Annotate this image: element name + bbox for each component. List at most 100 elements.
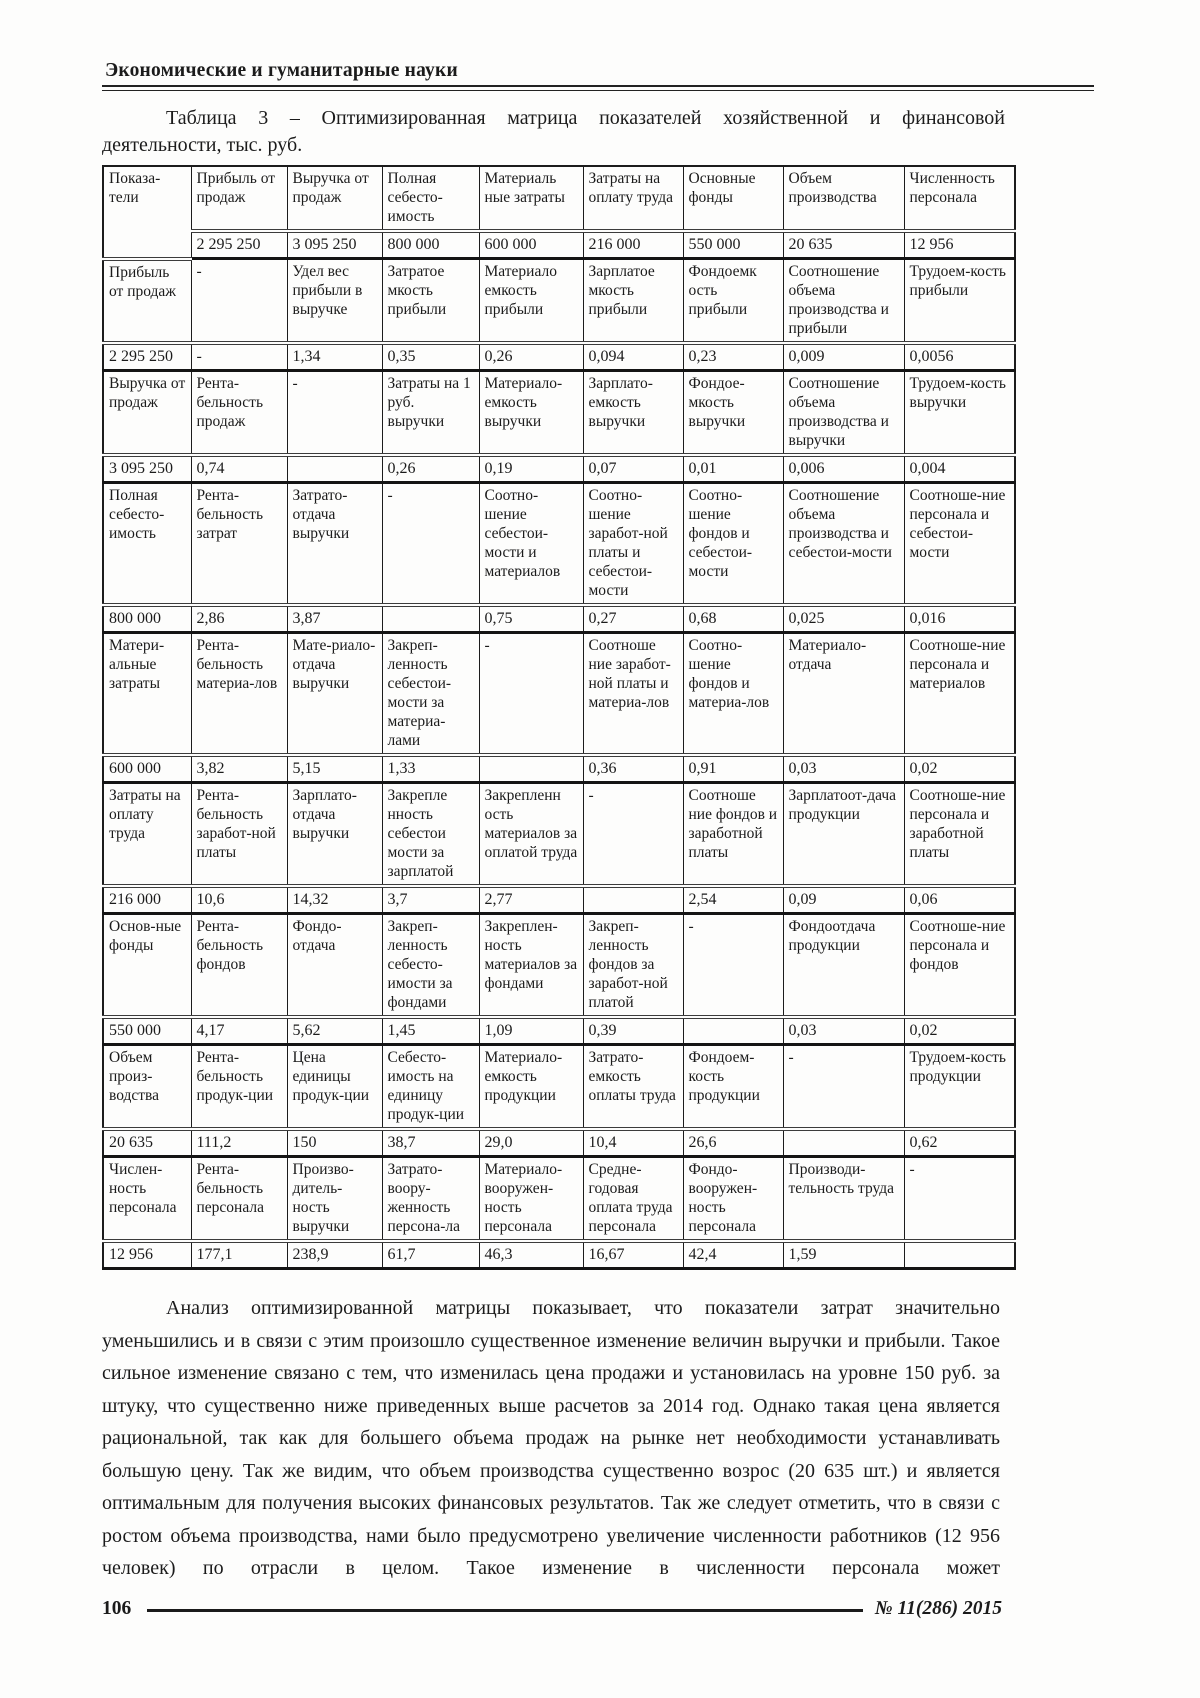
value-cell — [286, 454, 383, 484]
table-row: 216 000 10,6 14,32 3,7 2,77 2,54 0,09 0,06 — [102, 885, 1016, 915]
label-cell: Соотноше-ние персонала и материалов — [903, 632, 1016, 757]
value-cell: 20 635 — [782, 230, 905, 260]
value-cell: 2 295 250 — [190, 230, 288, 260]
value-cell: 0,03 — [782, 754, 905, 784]
label-cell: Цена единицы продук-ции — [286, 1044, 383, 1131]
label-cell: Себесто-имость на единицу продук-ции — [381, 1044, 480, 1131]
value-cell: 0,74 — [190, 454, 288, 484]
table-row: 12 956 177,1 238,9 61,7 46,3 16,67 42,4 1,59 — [102, 1240, 1016, 1270]
label-cell: Затрато-воору-женность персона-ла — [381, 1156, 480, 1243]
table-row: 3 095 250 0,74 0,26 0,19 0,07 0,01 0,006 0,004 — [102, 454, 1016, 484]
label-cell: Закреп-ленность фондов за заработ-ной пл… — [582, 913, 684, 1019]
label-cell: Фондоотдача продукции — [782, 913, 905, 1019]
label-cell: Закреп-ленность себесто-имости за фондам… — [381, 913, 480, 1019]
label-cell: Соотноше-ние персонала и себестои-мости — [903, 482, 1016, 607]
table-row: 2 295 250-1,34 0,35 0,26 0,094 0,23 0,009 0,00… — [102, 342, 1016, 372]
label-cell: Затрато-емкость оплаты труда — [582, 1044, 684, 1131]
label-cell: Произво-дитель-ность выручки — [286, 1156, 383, 1243]
label-cell: Закрепле нность себестои мости за зарпла… — [381, 782, 480, 888]
value-cell: 0,01 — [682, 454, 784, 484]
page-footer: 106 № 11(286) 2015 — [102, 1598, 1002, 1620]
label-cell: Соотноше ние фондов и заработной платы — [682, 782, 784, 888]
label-cell: Объем произ-водства — [102, 1044, 192, 1131]
label-cell: Матери-альные затраты — [102, 632, 192, 757]
value-cell: 20 635 — [102, 1128, 192, 1158]
value-cell: 550 000 — [682, 230, 784, 260]
indicator-matrix-body: Показа-тели Прибыль от продаж Выручка от п… — [102, 165, 1016, 1270]
label-cell: Трудоем-кость выручки — [903, 370, 1016, 457]
value-cell: 0,006 — [782, 454, 905, 484]
table-row: Полная себесто-имость Рента-бельность зат… — [102, 482, 1016, 607]
value-cell: 0,23 — [682, 342, 784, 372]
label-cell: Показа-тели — [102, 165, 192, 261]
table-row: Выручка от продаж Рента-бельность продаж -… — [102, 370, 1016, 457]
value-cell: 26,6 — [682, 1128, 784, 1158]
value-cell: 3 095 250 — [286, 230, 383, 260]
value-cell: 800 000 — [381, 230, 480, 260]
value-cell: 111,2 — [190, 1128, 288, 1158]
value-cell: - — [190, 342, 288, 372]
label-cell: Фондое-мкость выручки — [682, 370, 784, 457]
table-row: 550 000 4,17 5,62 1,45 1,09 0,39 0,03 0,02 — [102, 1016, 1016, 1046]
value-cell: 0,02 — [903, 1016, 1016, 1046]
label-cell: Закреплен-ность материалов за фондами — [478, 913, 584, 1019]
value-cell: 600 000 — [478, 230, 584, 260]
value-cell: 0,27 — [582, 604, 684, 634]
label-cell: Основ-ные фонды — [102, 913, 192, 1019]
value-cell: 38,7 — [381, 1128, 480, 1158]
value-cell: 0,36 — [582, 754, 684, 784]
label-cell: Материало-емкость выручки — [478, 370, 584, 457]
label-cell: Материало-емкость продукции — [478, 1044, 584, 1131]
value-cell — [903, 1240, 1016, 1270]
page-number: 106 — [102, 1598, 132, 1619]
label-cell: Материаль ные затраты — [478, 165, 584, 233]
label-cell: Затрато-отдача выручки — [286, 482, 383, 607]
table-row: Показа-тели Прибыль от продаж Выручка от п… — [102, 165, 1016, 261]
label-cell: Соотно-шение фондов и себестои-мости — [682, 482, 784, 607]
value-cell: 4,17 — [190, 1016, 288, 1046]
label-cell: Соотноше-ние персонала и заработной плат… — [903, 782, 1016, 888]
value-cell: 0,26 — [381, 454, 480, 484]
label-cell: Полная себесто-имость — [381, 165, 480, 233]
issue-label: № 11(286) 2015 — [874, 1598, 1002, 1619]
label-cell: Рента-бельность персонала — [190, 1156, 288, 1243]
value-cell: 2,86 — [190, 604, 288, 634]
table-caption-line2: деятельности, тыс. руб. — [102, 134, 303, 156]
label-cell: Зарплатоот-дача продукции — [782, 782, 905, 888]
label-cell: Выручка от продаж — [102, 370, 192, 457]
label-cell: Зарплатое мкость прибыли — [582, 258, 684, 345]
value-cell: 0,75 — [478, 604, 584, 634]
value-cell: 216 000 — [102, 885, 192, 915]
value-cell: 12 956 — [102, 1240, 192, 1270]
value-cell: 2,54 — [682, 885, 784, 915]
label-cell: Затраты на оплату труда — [582, 165, 684, 233]
value-cell: 16,67 — [582, 1240, 684, 1270]
table-row: Объем произ-водства Рента-бельность проду… — [102, 1044, 1016, 1131]
label-cell: Закреп-ленность себестои-мости за матери… — [381, 632, 480, 757]
footer-rule — [147, 1608, 863, 1612]
label-cell: Соотноше-ние персонала и фондов — [903, 913, 1016, 1019]
value-cell — [782, 1128, 905, 1158]
running-head: Экономические и гуманитарные науки — [105, 60, 458, 81]
value-cell: 1,59 — [782, 1240, 905, 1270]
label-cell: Рента-бельность затрат — [190, 482, 288, 607]
label-cell: Соотношение объема производства и прибыл… — [782, 258, 905, 345]
value-cell: 0,91 — [682, 754, 784, 784]
value-cell — [682, 1016, 784, 1046]
label-cell: Фондоемк ость прибыли — [682, 258, 784, 345]
value-cell: 177,1 — [190, 1240, 288, 1270]
table-row: Основ-ные фонды Рента-бельность фондов Фон… — [102, 913, 1016, 1019]
indicator-matrix-table: Показа-тели Прибыль от продаж Выручка от п… — [102, 165, 1016, 1270]
value-cell: 2,77 — [478, 885, 584, 915]
label-cell: Мате-риало-отдача выручки — [286, 632, 383, 757]
label-cell: Удел вес прибыли в выручке — [286, 258, 383, 345]
label-cell: Рента-бельность заработ-ной платы — [190, 782, 288, 888]
value-cell: 3,87 — [286, 604, 383, 634]
label-cell: Материало емкость прибыли — [478, 258, 584, 345]
value-cell: 10,4 — [582, 1128, 684, 1158]
label-cell: Фондоем-кость продукции — [682, 1044, 784, 1131]
table-row: Числен-ность персонала Рента-бельность пе… — [102, 1156, 1016, 1243]
value-cell: 0,19 — [478, 454, 584, 484]
label-cell: Рента-бельность материа-лов — [190, 632, 288, 757]
